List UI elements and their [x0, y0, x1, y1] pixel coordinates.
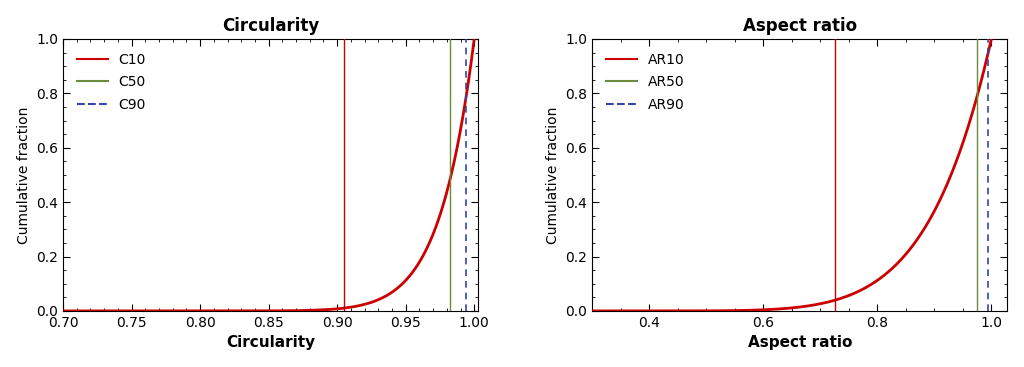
Y-axis label: Cumulative fraction: Cumulative fraction [16, 106, 31, 244]
Legend: AR10, AR50, AR90: AR10, AR50, AR90 [599, 46, 691, 119]
Legend: C10, C50, C90: C10, C50, C90 [70, 46, 153, 119]
X-axis label: Aspect ratio: Aspect ratio [748, 335, 852, 350]
Title: Aspect ratio: Aspect ratio [742, 17, 857, 34]
X-axis label: Circularity: Circularity [226, 335, 315, 350]
Title: Circularity: Circularity [222, 17, 319, 34]
Y-axis label: Cumulative fraction: Cumulative fraction [546, 106, 560, 244]
